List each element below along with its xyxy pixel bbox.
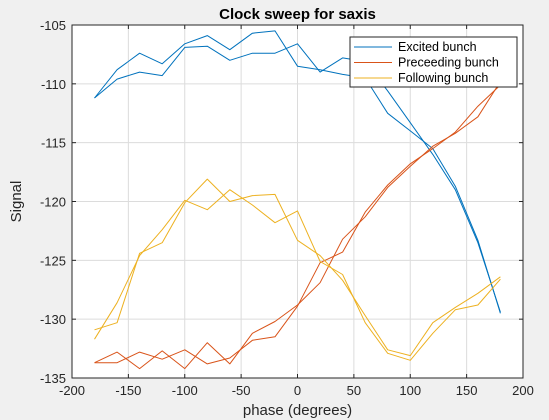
- y-axis-label: Signal: [8, 181, 25, 223]
- series-3: [94, 178, 501, 361]
- y-tick-label: -135: [40, 371, 66, 386]
- x-tick-label: 200: [512, 383, 534, 398]
- x-tick-label: 50: [347, 383, 361, 398]
- x-tick-label: -100: [172, 383, 198, 398]
- series-3-line-1: [94, 189, 501, 361]
- series-2-line-1: [94, 81, 501, 370]
- y-tick-label: -130: [40, 312, 66, 327]
- x-tick-label: -200: [59, 383, 85, 398]
- series-layer: [94, 30, 501, 370]
- x-tick-label: -150: [115, 383, 141, 398]
- x-axis-label: phase (degrees): [243, 402, 352, 419]
- y-tick-label: -105: [40, 18, 66, 33]
- series-2: [94, 81, 501, 370]
- series-1-line-2: [94, 43, 501, 313]
- legend-entry: Excited bunch: [398, 40, 477, 54]
- y-tick-label: -115: [41, 136, 66, 151]
- x-tick-label: -50: [232, 383, 251, 398]
- x-tick-label: 150: [456, 383, 478, 398]
- y-tick-label: -120: [40, 195, 66, 210]
- legend-entry: Preceeding bunch: [398, 56, 499, 70]
- tick-layer: -200 -150 -100 -50 0 50 100 150 200 -105 -110 -115 -…: [40, 18, 534, 398]
- series-3-line-2: [94, 178, 501, 357]
- series-2-line-2: [94, 84, 501, 365]
- chart-title: Clock sweep for saxis: [219, 6, 376, 23]
- x-tick-label: 100: [399, 383, 421, 398]
- y-tick-label: -125: [40, 253, 66, 268]
- legend-entry: Following bunch: [398, 71, 488, 85]
- x-tick-label: 0: [294, 383, 301, 398]
- y-tick-label: -110: [41, 77, 66, 92]
